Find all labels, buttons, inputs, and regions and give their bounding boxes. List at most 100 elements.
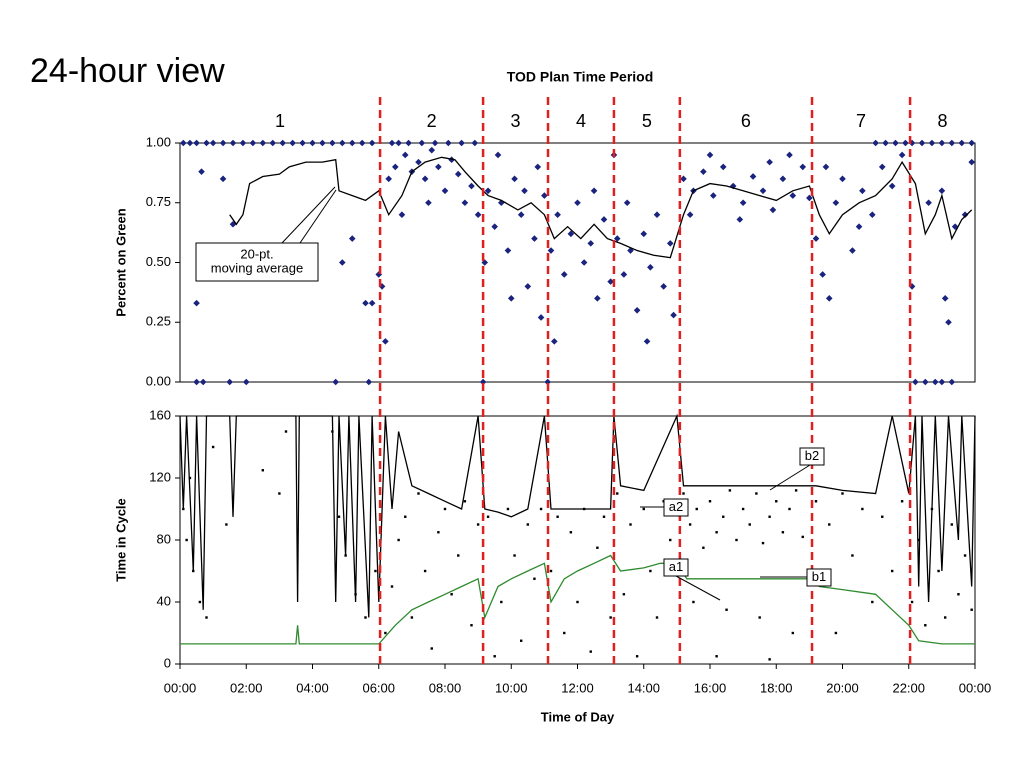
point xyxy=(872,139,879,147)
point xyxy=(655,616,659,619)
x-tick-label: 20:00 xyxy=(826,680,859,695)
point xyxy=(587,240,595,247)
point xyxy=(622,593,626,596)
point xyxy=(881,515,884,518)
point xyxy=(211,445,215,449)
point xyxy=(544,378,551,386)
annotation-box xyxy=(195,242,319,282)
point xyxy=(249,139,257,147)
point xyxy=(819,271,826,278)
point xyxy=(397,538,400,542)
point xyxy=(185,538,188,542)
point xyxy=(861,507,864,511)
point xyxy=(741,507,745,511)
point xyxy=(332,378,339,386)
point xyxy=(627,247,634,254)
chart: 0.00 0.25 0.50 0.75 1.00 Percent on Green xyxy=(113,134,976,388)
x-axis-title: Time of Day xyxy=(541,709,615,724)
annotations: 20-pt.moving average b2 a2 a1 b1 xyxy=(195,186,832,601)
point xyxy=(205,616,208,619)
point xyxy=(849,247,856,254)
point xyxy=(279,139,286,147)
x-tick-label: 12:00 xyxy=(561,680,594,695)
point xyxy=(958,139,966,147)
point xyxy=(715,531,718,534)
point xyxy=(443,507,447,511)
point xyxy=(832,199,840,207)
point xyxy=(219,175,227,183)
point xyxy=(647,263,654,271)
point xyxy=(428,146,436,154)
chart: 0 40 80 120 160 00:00 02:00 04:00 06:00 08:00 10:0… xyxy=(113,407,991,724)
point xyxy=(563,631,566,635)
point xyxy=(547,247,555,254)
point xyxy=(878,163,886,171)
annotation-box xyxy=(663,558,689,577)
point xyxy=(470,624,473,627)
point xyxy=(814,500,818,503)
point xyxy=(180,139,187,147)
point xyxy=(484,187,492,195)
point xyxy=(188,476,192,480)
point xyxy=(938,139,946,147)
point xyxy=(417,492,420,495)
point xyxy=(491,223,498,230)
y-tick-label: 0 xyxy=(164,655,171,670)
point xyxy=(589,650,592,653)
point xyxy=(524,283,532,290)
point xyxy=(421,175,429,183)
point xyxy=(722,515,725,518)
point xyxy=(649,569,652,573)
point xyxy=(454,170,462,178)
point xyxy=(569,531,573,534)
point xyxy=(801,535,804,539)
point xyxy=(410,616,414,619)
point xyxy=(209,139,217,147)
x-tick-label: 22:00 xyxy=(892,680,925,695)
point xyxy=(779,175,787,183)
point xyxy=(450,593,453,596)
point xyxy=(666,240,674,247)
point xyxy=(284,430,288,433)
annotation-text: a1 xyxy=(669,559,683,574)
leader-line xyxy=(675,575,721,601)
point xyxy=(620,271,628,278)
point xyxy=(812,235,820,242)
point xyxy=(415,158,422,166)
point xyxy=(908,139,916,147)
point xyxy=(600,216,608,223)
point xyxy=(278,492,281,495)
leader-line xyxy=(281,186,336,244)
point xyxy=(660,283,667,290)
point xyxy=(401,151,409,159)
y-tick-label: 0.75 xyxy=(146,194,171,209)
x-tick-label: 06:00 xyxy=(362,680,395,695)
point xyxy=(755,492,758,495)
point xyxy=(348,235,356,242)
point xyxy=(461,199,469,207)
point xyxy=(900,500,904,503)
point xyxy=(299,139,306,147)
point xyxy=(791,631,795,635)
point xyxy=(457,554,460,557)
point xyxy=(839,175,846,183)
y-tick-label: 0.25 xyxy=(146,314,171,329)
point xyxy=(715,655,718,658)
point xyxy=(554,211,561,218)
point xyxy=(855,223,863,230)
y-tick-label: 160 xyxy=(149,407,171,422)
point xyxy=(788,507,791,511)
point xyxy=(531,235,538,242)
point xyxy=(567,230,575,238)
point xyxy=(910,600,914,604)
x-tick-label: 14:00 xyxy=(627,680,660,695)
point xyxy=(507,295,515,302)
point xyxy=(431,139,439,147)
point xyxy=(640,230,648,238)
point xyxy=(596,546,599,549)
point xyxy=(924,624,927,627)
point xyxy=(560,271,568,278)
point xyxy=(203,139,210,147)
point xyxy=(728,489,732,492)
